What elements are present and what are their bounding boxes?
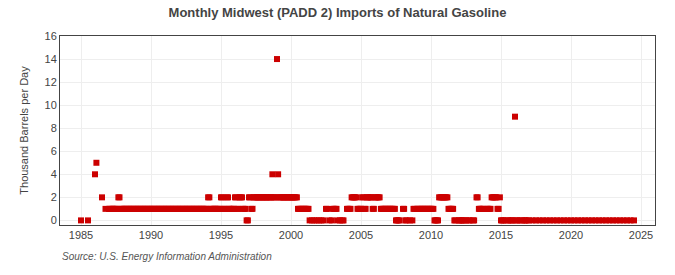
svg-text:2025: 2025: [629, 229, 653, 241]
svg-text:Monthly Midwest (PADD 2) Impor: Monthly Midwest (PADD 2) Imports of Natu…: [169, 5, 507, 20]
svg-text:1990: 1990: [139, 229, 163, 241]
svg-text:Thousand Barrels per Day: Thousand Barrels per Day: [18, 66, 30, 195]
svg-text:2: 2: [51, 191, 57, 203]
svg-text:2010: 2010: [419, 229, 443, 241]
svg-text:Source: U.S. Energy Informatio: Source: U.S. Energy Information Administ…: [62, 251, 272, 262]
svg-text:6: 6: [51, 145, 57, 157]
svg-text:1985: 1985: [69, 229, 93, 241]
svg-text:1995: 1995: [209, 229, 233, 241]
svg-text:10: 10: [45, 99, 57, 111]
svg-text:2000: 2000: [279, 229, 303, 241]
svg-text:2015: 2015: [489, 229, 513, 241]
svg-text:0: 0: [51, 214, 57, 226]
svg-text:14: 14: [45, 53, 57, 65]
svg-text:2005: 2005: [349, 229, 373, 241]
svg-text:8: 8: [51, 122, 57, 134]
svg-text:12: 12: [45, 76, 57, 88]
svg-text:4: 4: [51, 168, 57, 180]
svg-text:16: 16: [45, 30, 57, 42]
svg-text:2020: 2020: [559, 229, 583, 241]
